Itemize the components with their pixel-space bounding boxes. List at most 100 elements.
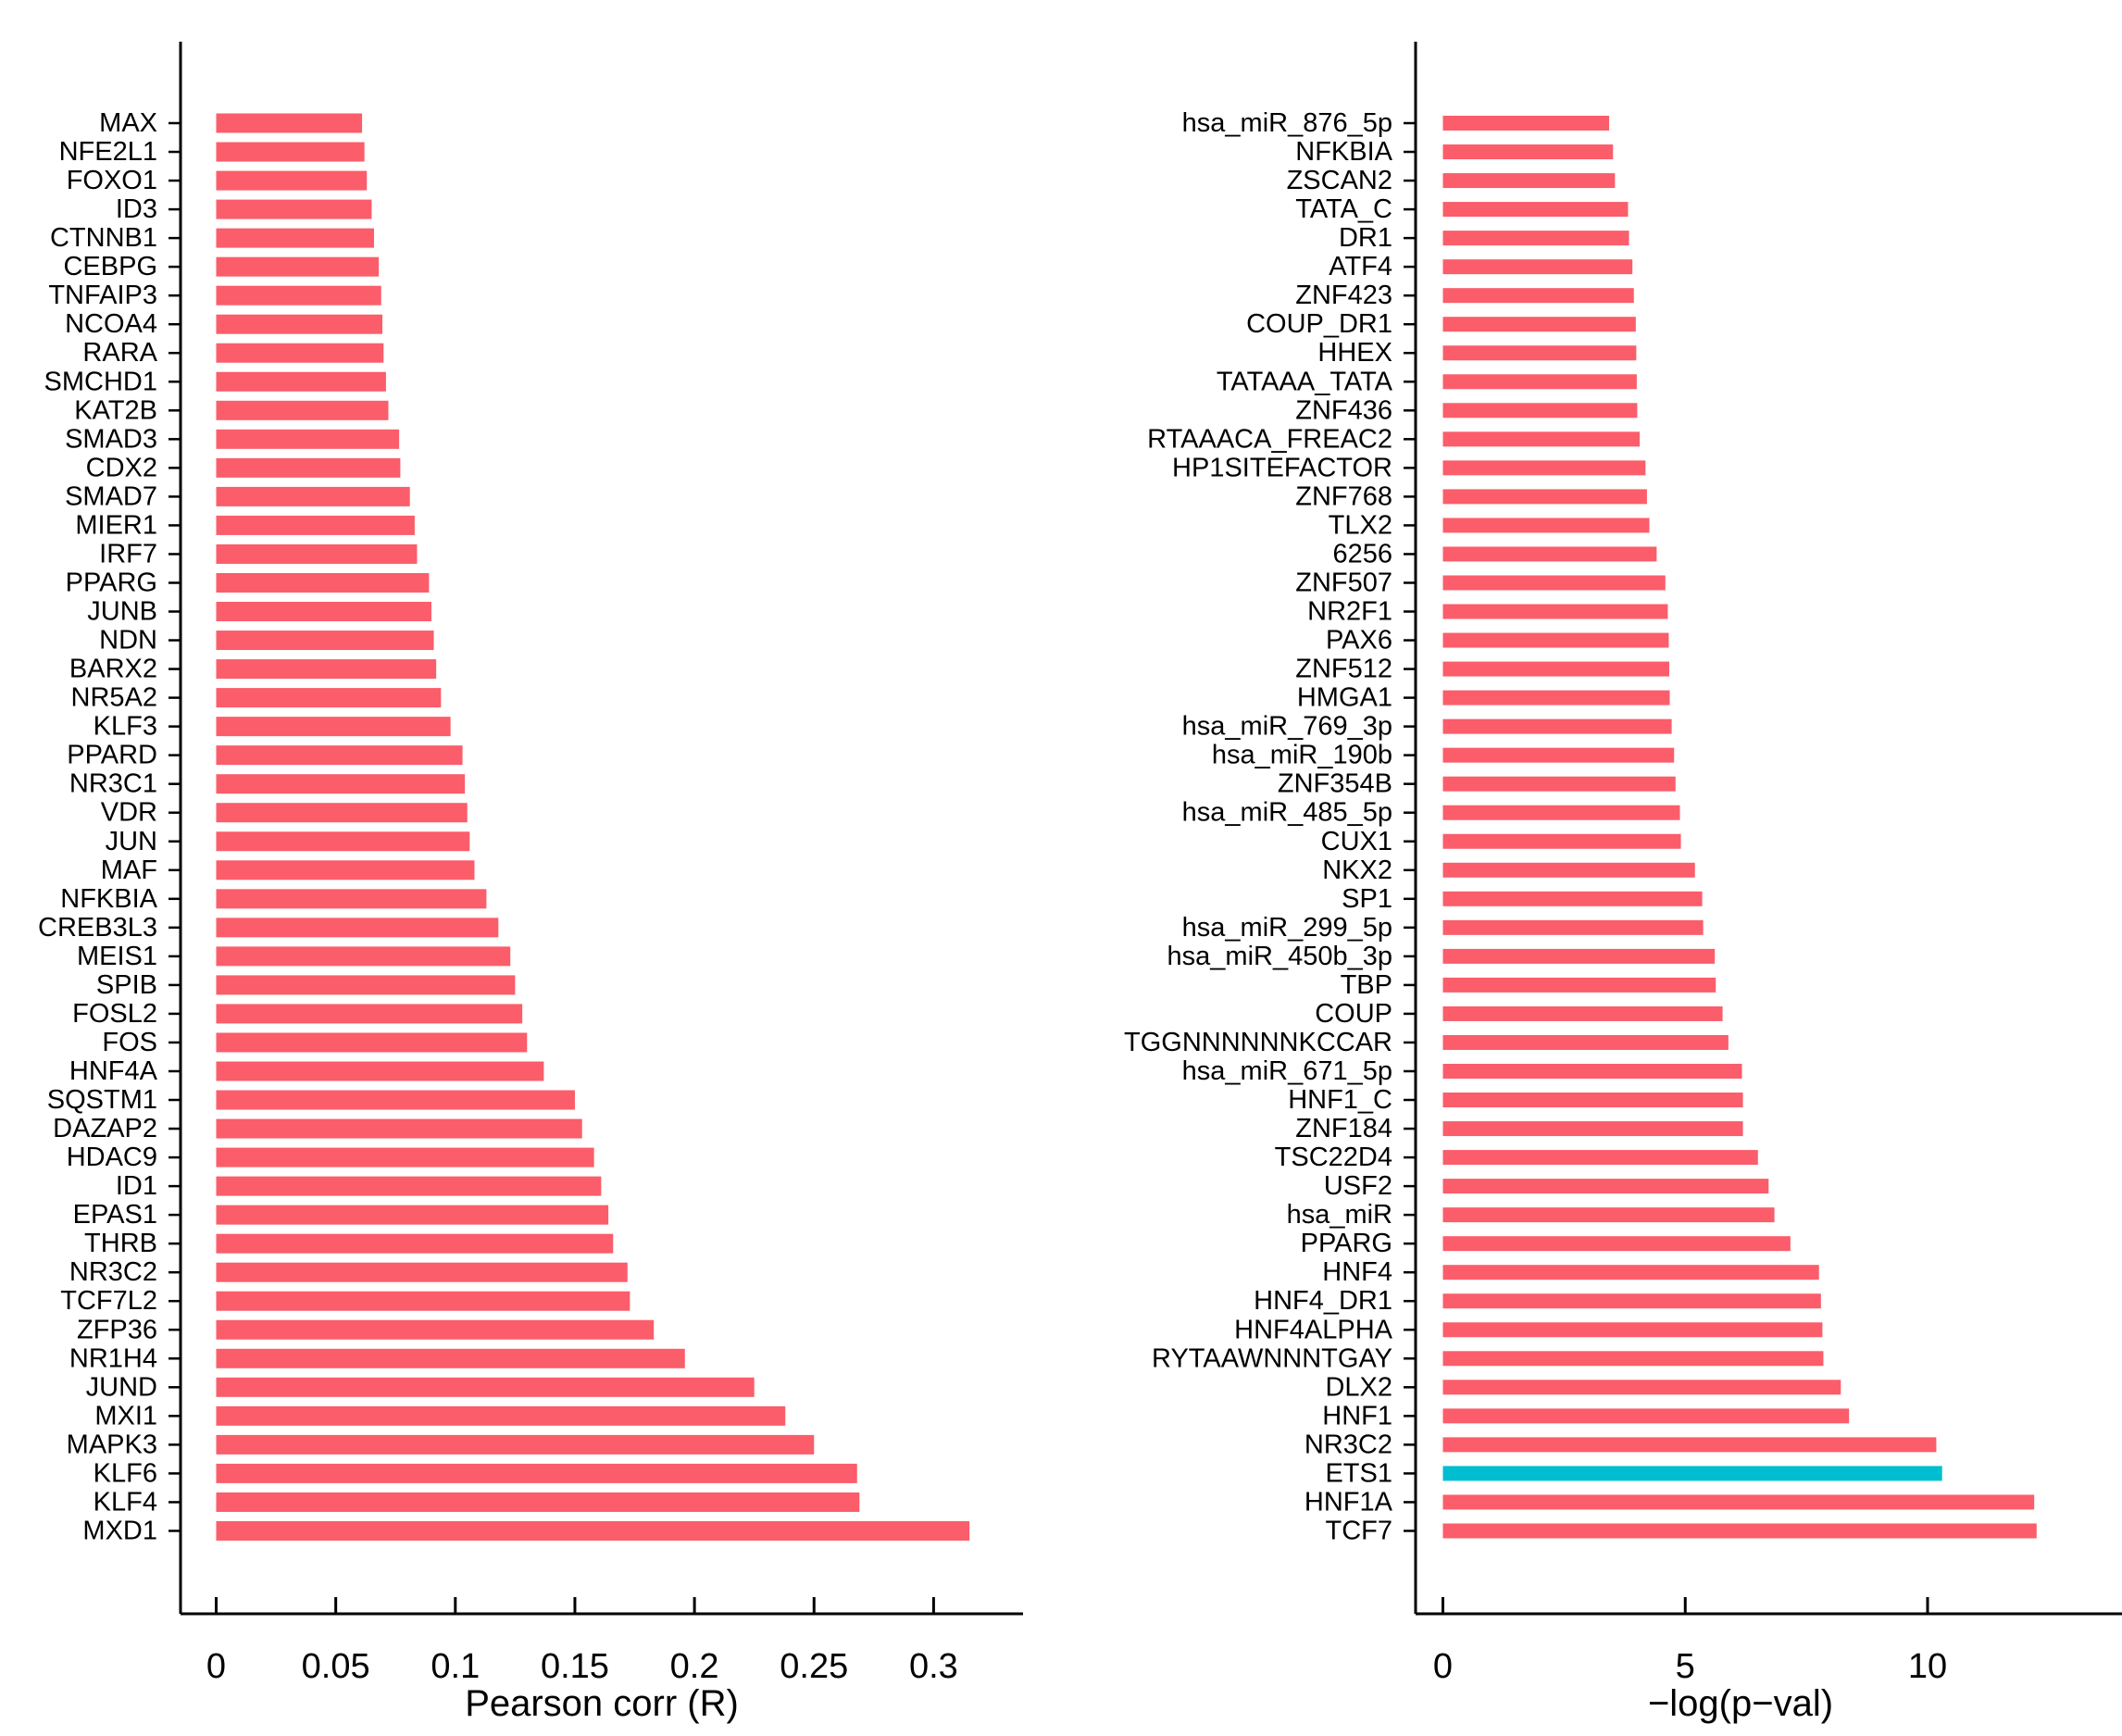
bar-ID1: [216, 1176, 602, 1196]
bar-NR3C2: [216, 1262, 628, 1282]
bar-DAZAP2: [216, 1118, 582, 1139]
bar-NKX2: [1442, 862, 1695, 878]
category-label: ZFP36: [77, 1315, 157, 1344]
bar-JUND: [216, 1377, 755, 1397]
bar-THRB: [216, 1233, 614, 1254]
category-label: MXD1: [82, 1516, 157, 1545]
bar-NR3C2: [1442, 1437, 1937, 1453]
bar-SMCHD1: [216, 371, 386, 392]
category-label: HNF4_DR1: [1254, 1286, 1392, 1316]
x-tick-label: 10: [1908, 1647, 1947, 1686]
category-label: DLX2: [1325, 1372, 1392, 1402]
category-label: FOS: [102, 1028, 157, 1057]
x-tick-label: 0.1: [431, 1647, 480, 1686]
bar-SMAD7: [216, 486, 410, 506]
category-label: TATA_C: [1295, 194, 1392, 224]
bar-BARX2: [216, 659, 437, 680]
bar-PAX6: [1442, 632, 1669, 648]
category-label: hsa_miR_450b_3p: [1167, 942, 1392, 971]
bar-FOXO1: [216, 170, 368, 191]
bar-PPARG: [1442, 1236, 1791, 1252]
bar-PPARG: [216, 572, 430, 593]
category-label: hsa_miR_671_5p: [1182, 1056, 1392, 1086]
bar-CDX2: [216, 457, 401, 478]
category-label: NR1H4: [69, 1343, 157, 1373]
bar-hsa_miR_769_3p: [1442, 718, 1672, 734]
bar-PPARD: [216, 745, 463, 766]
category-label: CREB3L3: [38, 913, 157, 943]
bar-FOSL2: [216, 1004, 523, 1024]
category-label: EPAS1: [73, 1200, 157, 1230]
category-label: hsa_miR_190b: [1212, 741, 1392, 770]
x-tick-label: 0.3: [909, 1647, 958, 1686]
category-label: JUNB: [87, 597, 157, 627]
category-label: IRF7: [99, 539, 157, 568]
bar-CREB3L3: [216, 918, 499, 938]
category-label: ZNF436: [1295, 395, 1392, 425]
category-label: HP1SITEFACTOR: [1172, 453, 1392, 482]
category-label: ATF4: [1329, 252, 1392, 281]
category-label: JUND: [86, 1372, 157, 1402]
bar-NDN: [216, 631, 434, 651]
category-label: ZSCAN2: [1287, 166, 1392, 195]
category-label: NFKBIA: [1295, 137, 1392, 167]
bar-JUNB: [216, 602, 431, 622]
bar-HP1SITEFACTOR: [1442, 460, 1646, 476]
bar-SQSTM1: [216, 1090, 575, 1110]
bar-HDAC9: [216, 1147, 594, 1168]
bar-VDR: [216, 803, 468, 823]
category-label: USF2: [1324, 1171, 1392, 1201]
category-label: RYTAAWNNNTGAY: [1152, 1343, 1392, 1373]
category-label: KLF6: [94, 1458, 157, 1488]
bar-hsa_miR_671_5p: [1442, 1063, 1742, 1079]
category-label: TLX2: [1329, 510, 1392, 540]
category-label: TGGNNNNNNKCCAR: [1124, 1028, 1392, 1057]
bar-ZNF184: [1442, 1121, 1743, 1137]
bar-TCF7L2: [216, 1291, 630, 1311]
category-label: TSC22D4: [1275, 1143, 1392, 1172]
category-label: PPARG: [1301, 1229, 1392, 1258]
category-label: HNF4: [1322, 1257, 1392, 1287]
category-label: hsa_miR_485_5p: [1182, 798, 1392, 828]
bar-ZSCAN2: [1442, 173, 1616, 189]
x-tick-label: 5: [1676, 1647, 1695, 1686]
bar-NFKBIA: [216, 889, 487, 909]
bar-CTNNB1: [216, 228, 374, 248]
bar-CEBPG: [216, 256, 380, 277]
category-label: RTAAACA_FREAC2: [1147, 424, 1392, 454]
bar-KLF4: [216, 1492, 860, 1512]
category-label: SMCHD1: [44, 367, 157, 396]
bar-MIER1: [216, 515, 415, 535]
category-label: TCF7: [1326, 1516, 1393, 1545]
category-label: MAX: [99, 108, 157, 138]
category-label: ZNF184: [1295, 1114, 1392, 1143]
bar-hsa_miR_299_5p: [1442, 919, 1704, 935]
category-label: ZNF512: [1295, 655, 1392, 684]
category-label: ETS1: [1325, 1458, 1392, 1488]
category-label: HNF1_C: [1288, 1085, 1392, 1115]
bar-MAX: [216, 113, 363, 133]
category-label: ZNF423: [1295, 281, 1392, 310]
bar-ATF4: [1442, 259, 1633, 275]
bar-NR3C1: [216, 774, 466, 794]
bar-ZFP36: [216, 1319, 655, 1340]
category-label: MAF: [101, 856, 157, 885]
category-label: NFKBIA: [60, 884, 157, 914]
bar-KAT2B: [216, 400, 389, 420]
bar-ZNF423: [1442, 288, 1634, 304]
bar-HNF4ALPHA: [1442, 1322, 1823, 1338]
bar-JUN: [216, 831, 470, 852]
category-label: NR3C2: [1304, 1430, 1392, 1459]
bar-NR2F1: [1442, 604, 1668, 619]
bar-USF2: [1442, 1179, 1769, 1194]
bar-TATA_C: [1442, 202, 1629, 218]
bar-MEIS1: [216, 946, 511, 967]
category-label: MEIS1: [77, 942, 157, 971]
category-label: PPARD: [67, 741, 157, 770]
x-axis-title-right: −log(p−val): [1647, 1683, 1834, 1724]
category-label: NFE2L1: [59, 137, 157, 167]
bar-TGGNNNNNNKCCAR: [1442, 1034, 1729, 1050]
category-label: MIER1: [75, 510, 157, 540]
bar-NFKBIA: [1442, 144, 1614, 160]
